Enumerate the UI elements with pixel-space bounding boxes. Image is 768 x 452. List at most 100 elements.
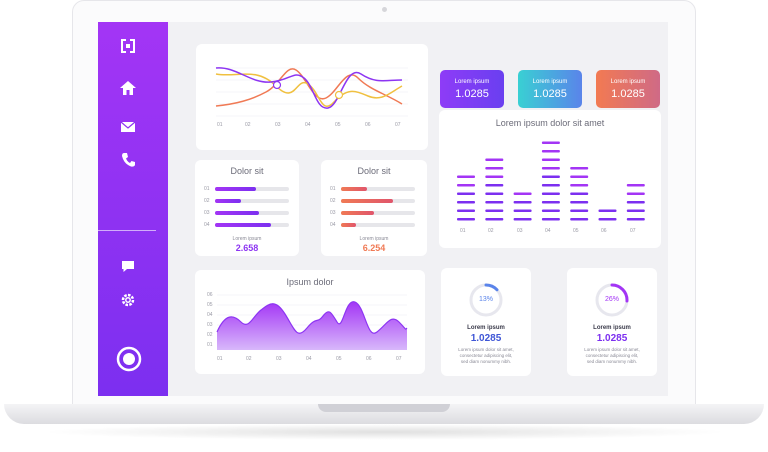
progress-track bbox=[215, 187, 289, 191]
stat-value: 1.0285 bbox=[533, 88, 567, 100]
y-tick-label: 05 bbox=[207, 302, 213, 308]
y-tick-label: 03 bbox=[207, 322, 213, 328]
area-card-title: Ipsum dolor bbox=[286, 277, 334, 287]
progress-track bbox=[215, 223, 289, 227]
area-chart-card: Ipsum dolor 06 05 04 03 02 01 01 02 03 0… bbox=[195, 270, 425, 374]
dolor-right-caption: Lorem ipsum bbox=[359, 236, 389, 242]
bars-card: Lorem ipsum dolor sit amet 01 02 03 04 0… bbox=[439, 110, 661, 248]
x-tick-label: 03 bbox=[275, 122, 281, 128]
line-marker bbox=[272, 80, 282, 90]
area-line bbox=[216, 301, 408, 334]
bar-segment bbox=[570, 192, 589, 195]
bar-segment bbox=[485, 184, 504, 187]
dashboard-screen: 01 02 03 04 05 06 07 Lorem ipsum 1.0285 … bbox=[98, 22, 668, 396]
bar-segment bbox=[485, 192, 504, 195]
logo-icon[interactable] bbox=[118, 36, 138, 56]
donut-left-desc: consectetur adipiscing elit, bbox=[459, 353, 513, 358]
settings-icon[interactable] bbox=[118, 290, 138, 310]
mail-icon[interactable] bbox=[118, 117, 138, 137]
bar-segment bbox=[598, 218, 617, 221]
bar-segment bbox=[485, 158, 504, 161]
x-tick-label: 03 bbox=[276, 356, 282, 362]
donut-right-arc bbox=[595, 283, 629, 317]
progress-track bbox=[341, 199, 415, 203]
dolor-sit-card-left: Dolor sit 01 02 03 04 Lorem ipsum 2.658 bbox=[195, 160, 299, 256]
bar-segment bbox=[570, 184, 589, 187]
bar-segment bbox=[570, 175, 589, 178]
bar-segment bbox=[457, 192, 475, 195]
bar-segment bbox=[513, 201, 532, 204]
progress-fill bbox=[215, 211, 260, 215]
area-fill bbox=[217, 301, 407, 350]
record-icon[interactable] bbox=[116, 346, 142, 372]
x-tick-label: 06 bbox=[366, 356, 372, 362]
bar-segment bbox=[541, 192, 560, 195]
bar-segment bbox=[570, 209, 589, 212]
bar-segment bbox=[570, 201, 589, 204]
x-tick-label: 07 bbox=[396, 356, 402, 362]
bar-segment bbox=[485, 167, 504, 170]
bar-segment bbox=[513, 192, 532, 195]
stat-card[interactable]: Lorem ipsum 1.0285 bbox=[440, 70, 504, 108]
x-tick-label: 03 bbox=[517, 228, 523, 234]
donut-left-percent: 13% bbox=[478, 296, 493, 303]
x-tick-label: 05 bbox=[335, 122, 341, 128]
progress-track bbox=[341, 211, 415, 215]
phone-icon[interactable] bbox=[118, 150, 138, 170]
donut-card-left: 13% Lorem ipsum 1.0285 Lorem ipsum dolor… bbox=[441, 268, 531, 376]
bar-segment bbox=[626, 201, 645, 204]
donut-right-desc: sed diam nonummy nibh. bbox=[586, 359, 638, 364]
bar-segment bbox=[626, 218, 645, 221]
stat-value: 1.0285 bbox=[611, 88, 645, 100]
bar-segment bbox=[570, 218, 589, 221]
progress-fill bbox=[215, 199, 241, 203]
x-tick-label: 07 bbox=[395, 122, 401, 128]
bar-segment bbox=[457, 218, 475, 221]
x-tick-label: 01 bbox=[217, 356, 223, 362]
stat-card[interactable]: Lorem ipsum 1.0285 bbox=[518, 70, 582, 108]
bar-segment bbox=[485, 175, 504, 178]
stat-card[interactable]: Lorem ipsum 1.0285 bbox=[596, 70, 660, 108]
stat-label: Lorem ipsum bbox=[454, 79, 490, 85]
progress-fill bbox=[341, 187, 367, 191]
area-chart bbox=[216, 294, 408, 350]
bar-segment bbox=[598, 209, 617, 212]
donut-right-percent: 26% bbox=[604, 296, 619, 303]
progress-fill bbox=[215, 223, 271, 227]
row-label: 02 bbox=[330, 198, 336, 204]
bar-segment bbox=[513, 218, 532, 221]
bar-segment bbox=[626, 192, 645, 195]
laptop-base bbox=[4, 404, 764, 424]
laptop-shadow bbox=[40, 424, 730, 440]
donut-left-value: 1.0285 bbox=[470, 333, 502, 344]
donut-right-value: 1.0285 bbox=[596, 333, 628, 344]
bar-segment bbox=[626, 209, 645, 212]
bar-segment bbox=[541, 201, 560, 204]
progress-fill bbox=[341, 199, 393, 203]
stat-label: Lorem ipsum bbox=[610, 79, 646, 85]
x-tick-label: 07 bbox=[630, 228, 636, 234]
laptop-notch bbox=[318, 404, 450, 412]
donut-chart-left bbox=[469, 283, 503, 317]
progress-fill bbox=[341, 211, 375, 215]
bar-segment bbox=[541, 150, 560, 153]
x-tick-label: 05 bbox=[336, 356, 342, 362]
bar-segment bbox=[541, 158, 560, 161]
dolor-left-value: 2.658 bbox=[235, 243, 259, 253]
row-label: 01 bbox=[330, 186, 336, 192]
dolor-right-title: Dolor sit bbox=[357, 166, 391, 176]
x-tick-label: 04 bbox=[305, 122, 311, 128]
bar-segment bbox=[626, 184, 645, 187]
donut-left-desc: sed diam nonummy nibh. bbox=[460, 359, 512, 364]
stat-label: Lorem ipsum bbox=[532, 79, 568, 85]
line-chart-card: 01 02 03 04 05 06 07 bbox=[196, 44, 428, 150]
x-tick-label: 02 bbox=[488, 228, 494, 234]
chat-icon[interactable] bbox=[118, 256, 138, 276]
y-tick-label: 01 bbox=[207, 342, 213, 348]
progress-fill bbox=[341, 223, 356, 227]
home-icon[interactable] bbox=[118, 78, 138, 98]
webcam bbox=[382, 7, 387, 12]
donut-right-desc: Lorem ipsum dolor sit amet, bbox=[584, 347, 640, 352]
dolor-right-value: 6.254 bbox=[362, 243, 386, 253]
bar-segment bbox=[541, 167, 560, 170]
